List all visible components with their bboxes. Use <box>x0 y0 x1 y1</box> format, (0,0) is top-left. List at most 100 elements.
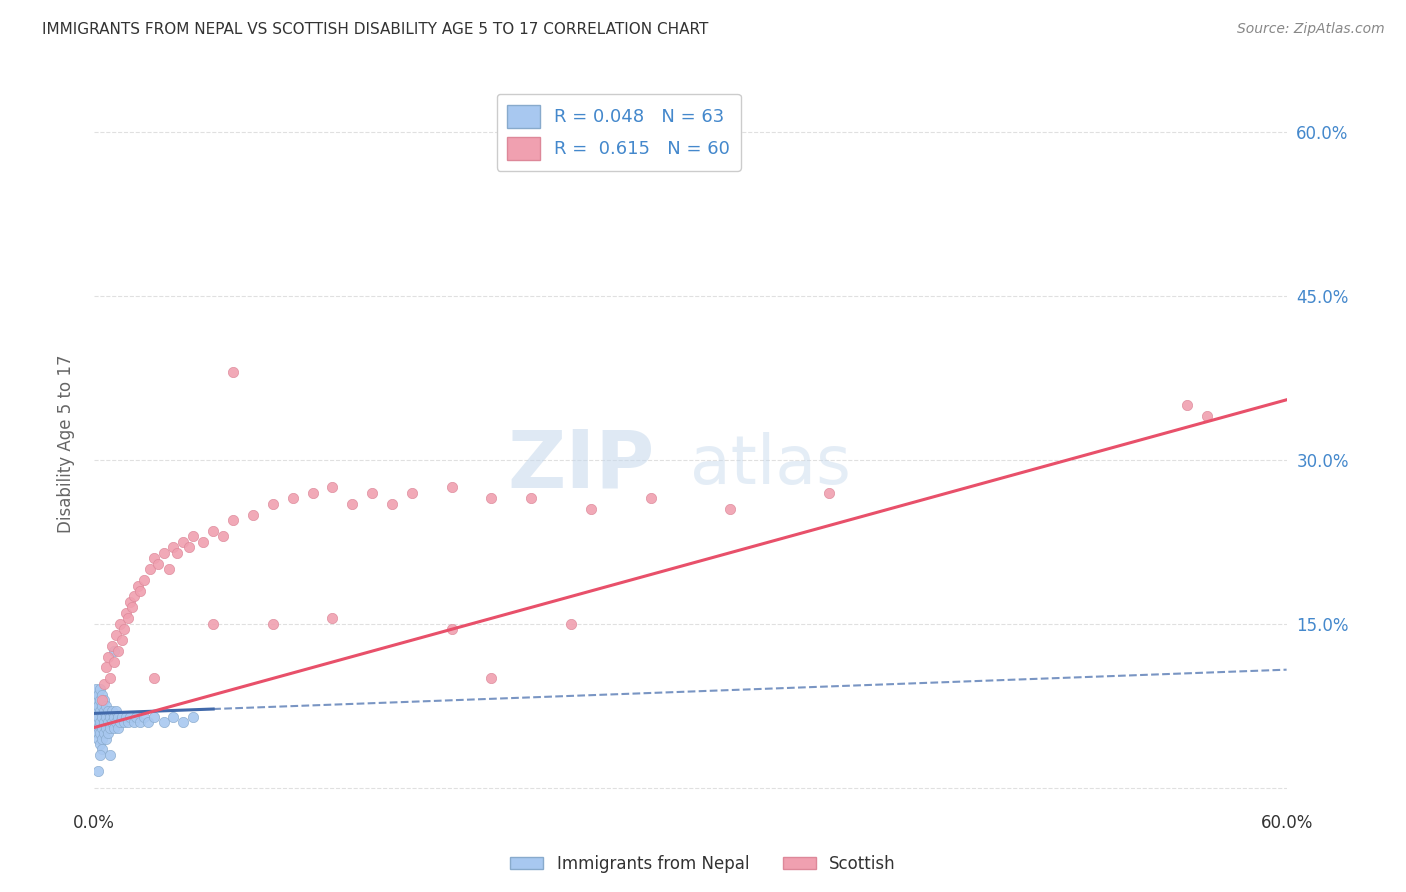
Point <box>181 529 204 543</box>
Point <box>212 529 235 543</box>
Point <box>262 497 284 511</box>
Point <box>132 709 155 723</box>
Point <box>87 721 110 735</box>
Point <box>132 573 155 587</box>
Point <box>98 721 121 735</box>
Point <box>90 693 112 707</box>
Point <box>89 747 111 762</box>
Point <box>97 649 120 664</box>
Point <box>138 562 160 576</box>
Point <box>87 764 110 779</box>
Point <box>114 709 136 723</box>
Point <box>89 682 111 697</box>
Point <box>118 595 141 609</box>
Point <box>101 715 124 730</box>
Point <box>94 660 117 674</box>
Point <box>90 688 112 702</box>
Point <box>87 688 110 702</box>
Point <box>321 611 343 625</box>
Point <box>440 622 463 636</box>
Point <box>104 715 127 730</box>
Point <box>361 485 384 500</box>
Point <box>94 721 117 735</box>
Point <box>87 726 110 740</box>
Text: IMMIGRANTS FROM NEPAL VS SCOTTISH DISABILITY AGE 5 TO 17 CORRELATION CHART: IMMIGRANTS FROM NEPAL VS SCOTTISH DISABI… <box>42 22 709 37</box>
Point <box>107 721 129 735</box>
Point <box>112 622 135 636</box>
Point <box>142 709 165 723</box>
Point <box>112 715 135 730</box>
Point <box>281 491 304 505</box>
Point <box>90 709 112 723</box>
Point <box>93 715 115 730</box>
Point <box>172 715 194 730</box>
Point <box>193 534 215 549</box>
Text: Source: ZipAtlas.com: Source: ZipAtlas.com <box>1237 22 1385 37</box>
Point <box>127 578 149 592</box>
Point <box>103 644 125 658</box>
Point <box>242 508 264 522</box>
Point <box>101 639 124 653</box>
Point <box>89 715 111 730</box>
Point <box>122 715 145 730</box>
Point <box>97 704 120 718</box>
Point <box>579 502 602 516</box>
Point <box>179 541 201 555</box>
Point <box>172 534 194 549</box>
Point <box>481 491 503 505</box>
Point <box>90 698 112 713</box>
Point <box>124 709 146 723</box>
Point <box>84 715 107 730</box>
Point <box>89 737 111 751</box>
Point <box>89 704 111 718</box>
Point <box>162 541 184 555</box>
Point <box>98 672 121 686</box>
Point <box>89 726 111 740</box>
Point <box>222 513 245 527</box>
Point <box>301 485 323 500</box>
Point <box>342 497 364 511</box>
Point <box>94 709 117 723</box>
Point <box>640 491 662 505</box>
Point <box>97 715 120 730</box>
Point <box>181 709 204 723</box>
Point <box>89 693 111 707</box>
Point <box>108 616 131 631</box>
Point <box>1197 409 1219 424</box>
Point <box>159 562 181 576</box>
Point <box>94 731 117 746</box>
Point <box>1175 398 1198 412</box>
Point <box>121 600 143 615</box>
Point <box>222 366 245 380</box>
Point <box>104 704 127 718</box>
Text: atlas: atlas <box>690 433 851 499</box>
Point <box>108 715 131 730</box>
Point <box>136 715 159 730</box>
Point <box>128 584 150 599</box>
Point <box>142 551 165 566</box>
Point <box>84 682 107 697</box>
Point <box>84 693 107 707</box>
Point <box>122 590 145 604</box>
Point <box>87 709 110 723</box>
Point <box>98 709 121 723</box>
Point <box>101 704 124 718</box>
Point <box>90 742 112 756</box>
Point <box>142 672 165 686</box>
Point <box>104 628 127 642</box>
Point <box>93 726 115 740</box>
Point <box>117 715 139 730</box>
Point <box>103 655 125 669</box>
Point <box>87 698 110 713</box>
Point <box>440 480 463 494</box>
Point <box>111 709 134 723</box>
Point <box>90 721 112 735</box>
Point <box>94 698 117 713</box>
Point <box>84 704 107 718</box>
Point <box>481 672 503 686</box>
Point <box>202 616 225 631</box>
Point <box>107 709 129 723</box>
Point <box>87 731 110 746</box>
Point <box>381 497 404 511</box>
Point <box>520 491 543 505</box>
